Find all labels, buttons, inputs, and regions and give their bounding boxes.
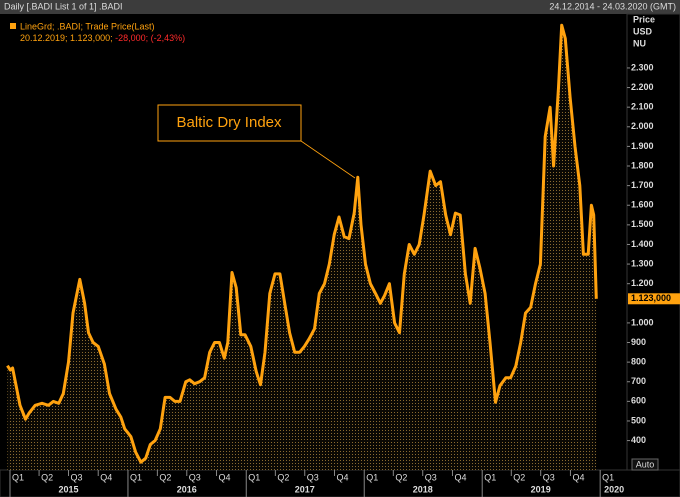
y-tick-label: 1.400 <box>631 239 654 249</box>
y-tick-label: 1.900 <box>631 141 654 151</box>
x-tick-label: Q1 <box>130 472 142 482</box>
x-tick-label: Q1 <box>602 472 614 482</box>
x-tick-label: Q3 <box>425 472 437 482</box>
auto-button-label[interactable]: Auto <box>636 459 655 469</box>
y-tick-label: 2.200 <box>631 82 654 92</box>
y-tick-label: 900 <box>631 337 646 347</box>
x-tick-label: Q2 <box>277 472 289 482</box>
legend-swatch <box>10 23 16 29</box>
x-tick-label: Q1 <box>366 472 378 482</box>
header-title: Daily [.BADI List 1 of 1] .BADI <box>4 1 123 11</box>
annotation-box <box>157 104 302 142</box>
x-tick-label: Q4 <box>572 472 584 482</box>
auto-button[interactable] <box>631 458 659 471</box>
series-area <box>7 25 597 470</box>
axis-unit: NU <box>633 38 646 48</box>
year-label: 2018 <box>413 484 433 494</box>
y-tick-label: 500 <box>631 415 646 425</box>
y-tick-label: 700 <box>631 376 646 386</box>
x-tick-label: Q2 <box>159 472 171 482</box>
y-tick-label: 2.000 <box>631 121 654 131</box>
x-tick-label: Q1 <box>12 472 24 482</box>
y-tick-label: 1.800 <box>631 160 654 170</box>
legend-line: LineGrd; .BADI; Trade Price(Last) <box>20 21 155 31</box>
year-label: 2017 <box>295 484 315 494</box>
y-tick-label: 2.100 <box>631 102 654 112</box>
y-tick-label: 1.200 <box>631 278 654 288</box>
y-tick-label: 600 <box>631 396 646 406</box>
x-tick-label: Q2 <box>513 472 525 482</box>
header-range: 24.12.2014 - 24.03.2020 (GMT) <box>549 1 676 11</box>
year-label: 2019 <box>531 484 551 494</box>
header-bar <box>0 0 680 14</box>
x-tick-label: Q2 <box>41 472 53 482</box>
x-tick-label: Q4 <box>219 472 231 482</box>
annotation-text: Baltic Dry Index <box>176 114 282 131</box>
x-tick-label: Q4 <box>336 472 348 482</box>
y-tick-label: 1.600 <box>631 200 654 210</box>
x-tick-label: Q3 <box>70 472 82 482</box>
x-tick-label: Q1 <box>484 472 496 482</box>
legend-change: -28,000; (-2,43%) <box>115 33 185 43</box>
x-tick-label: Q4 <box>454 472 466 482</box>
year-label: 2016 <box>177 484 197 494</box>
legend-values: 20.12.2019; 1.123,000; -28,000; (-2,43%) <box>20 33 185 43</box>
x-tick-label: Q1 <box>248 472 260 482</box>
series-line <box>6 23 598 464</box>
plot: 2.300 2.200 2.100 2.000 1.900 1.800 1.700 1.600… <box>6 23 680 497</box>
axis-unit: Price <box>633 14 655 24</box>
y-tick-label: 1.500 <box>631 219 654 229</box>
y-tick-label: 1.000 <box>631 317 654 327</box>
last-value-label: 1.123,000 <box>631 293 671 303</box>
x-tick-label: Q4 <box>100 472 112 482</box>
y-tick-label: 2.300 <box>631 62 654 72</box>
year-label: 2020 <box>604 484 624 494</box>
x-tick-label: Q2 <box>395 472 407 482</box>
x-tick-label: Q3 <box>307 472 319 482</box>
year-label: 2015 <box>58 484 78 494</box>
x-tick-label: Q3 <box>189 472 201 482</box>
x-tick-label: Q3 <box>543 472 555 482</box>
y-tick-label: 1.700 <box>631 180 654 190</box>
y-tick-label: 400 <box>631 435 646 445</box>
legend-last: 20.12.2019; 1.123,000; <box>20 33 113 43</box>
y-axis-panel <box>626 13 680 471</box>
y-tick-label: 1.300 <box>631 258 654 268</box>
annotation-leader <box>300 140 356 179</box>
last-value-box <box>628 293 680 305</box>
axis-unit: USD <box>633 26 653 36</box>
y-tick-label: 800 <box>631 357 646 367</box>
